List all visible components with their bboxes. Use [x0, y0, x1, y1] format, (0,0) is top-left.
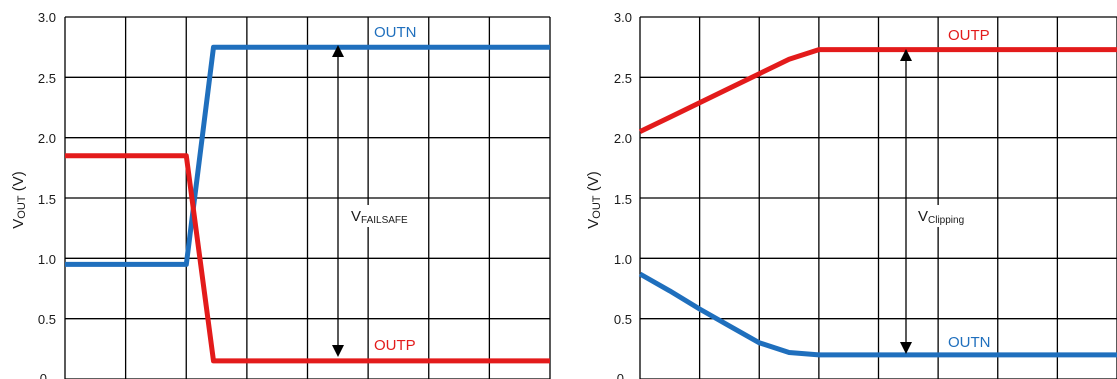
right-vclipping-arrow: [900, 49, 912, 354]
right-vclipping-label: VClipping: [918, 208, 964, 226]
left-vfailsafe-arrow: [332, 45, 344, 357]
right-y-axis-label: VOUT (V): [585, 171, 603, 228]
right-outp-label: OUTP: [948, 27, 990, 44]
left-y-ticks: 0 0.5 1.0 1.5 2.0 2.5 3.0: [38, 10, 56, 379]
left-chart: VOUT (V) 0 0.5 1.0 1.5 2.0 2.5 3.0 VFAIL…: [10, 10, 551, 379]
right-ytick-2.5: 2.5: [614, 71, 632, 86]
right-ytick-0: 0: [617, 371, 624, 379]
right-annotation-bg: [915, 205, 977, 227]
left-annotation-bg: [348, 205, 424, 227]
left-outp-label: OUTP: [374, 337, 416, 354]
left-series-outp-line: [65, 153, 550, 364]
right-ytick-1.5: 1.5: [614, 192, 632, 207]
left-y-axis-label: VOUT (V): [10, 171, 28, 228]
left-ytick-2.0: 2.0: [38, 131, 56, 146]
left-ytick-1.5: 1.5: [38, 192, 56, 207]
right-grid: [639, 16, 1117, 379]
right-outn-label: OUTN: [948, 334, 991, 351]
left-outn-label: OUTN: [374, 24, 417, 41]
right-ytick-2.0: 2.0: [614, 131, 632, 146]
right-series-outp-line: [638, 47, 1117, 134]
left-ytick-0.5: 0.5: [38, 312, 56, 327]
left-ytick-2.5: 2.5: [38, 71, 56, 86]
right-ytick-0.5: 0.5: [614, 312, 632, 327]
left-grid: [64, 16, 551, 379]
left-series: [65, 44, 550, 364]
right-ytick-1.0: 1.0: [614, 252, 632, 267]
right-series: [638, 47, 1117, 358]
left-series-outn-line: [65, 44, 550, 267]
left-ytick-0: 0: [40, 371, 47, 379]
right-series-outn-line: [638, 271, 1117, 358]
right-y-ticks: 0 0.5 1.0 1.5 2.0 2.5 3.0: [614, 10, 632, 379]
left-ytick-1.0: 1.0: [38, 252, 56, 267]
right-chart: VOUT (V) 0 0.5 1.0 1.5 2.0 2.5 3.0 VClip…: [585, 10, 1117, 379]
left-vfailsafe-label: VFAILSAFE: [351, 208, 408, 226]
right-ytick-3.0: 3.0: [614, 10, 632, 25]
left-ytick-3.0: 3.0: [38, 10, 56, 25]
